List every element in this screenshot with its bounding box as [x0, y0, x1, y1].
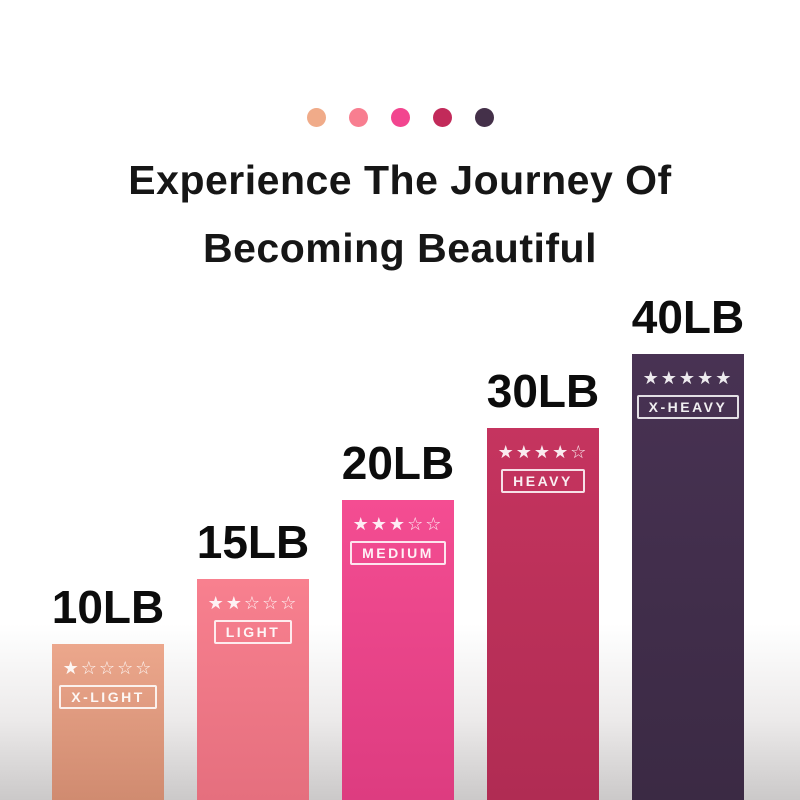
- x-light-dot: [306, 108, 326, 127]
- band-level-badge: HEAVY: [501, 469, 585, 493]
- band-bar: ★★★★★ X-HEAVY: [632, 354, 744, 800]
- band-weight-label: 10LB: [51, 581, 165, 633]
- star-rating: ★★☆☆☆: [207, 593, 299, 614]
- band-bar: ★★★☆☆ MEDIUM: [342, 500, 454, 800]
- medium-dot: [390, 108, 410, 127]
- x-heavy-dot: [474, 108, 494, 127]
- band-column: 20LB ★★★☆☆ MEDIUM: [342, 440, 454, 800]
- bands-bar-chart: 10LB ★☆☆☆☆ X-LIGHT 15LB ★★☆☆☆ LIGHT 20LB…: [0, 294, 744, 800]
- band-level-badge: X-LIGHT: [59, 685, 157, 709]
- star-rating: ★☆☆☆☆: [62, 658, 154, 679]
- star-rating: ★★★★☆: [497, 442, 589, 463]
- band-column: 40LB ★★★★★ X-HEAVY: [632, 294, 744, 800]
- heavy-dot: [432, 108, 452, 127]
- page-title: Experience The Journey Of Becoming Beaut…: [0, 146, 800, 282]
- star-rating: ★★★☆☆: [352, 514, 444, 535]
- band-column: 10LB ★☆☆☆☆ X-LIGHT: [52, 584, 164, 800]
- band-weight-label: 20LB: [341, 437, 455, 489]
- band-column: 30LB ★★★★☆ HEAVY: [487, 368, 599, 800]
- color-palette-dots: [0, 108, 800, 127]
- band-level-badge: X-HEAVY: [636, 395, 740, 419]
- band-column: 15LB ★★☆☆☆ LIGHT: [197, 519, 309, 800]
- band-weight-label: 30LB: [486, 365, 600, 417]
- band-level-badge: MEDIUM: [350, 541, 446, 565]
- band-weight-label: 15LB: [196, 516, 310, 568]
- band-bar: ★★★★☆ HEAVY: [487, 428, 599, 800]
- band-level-badge: LIGHT: [213, 620, 293, 644]
- band-bar: ★★☆☆☆ LIGHT: [197, 579, 309, 800]
- light-dot: [348, 108, 368, 127]
- page-title-line2: Becoming Beautiful: [203, 225, 597, 271]
- star-rating: ★★★★★: [642, 368, 734, 389]
- band-bar: ★☆☆☆☆ X-LIGHT: [52, 644, 164, 800]
- page-title-line1: Experience The Journey Of: [128, 157, 672, 203]
- band-weight-label: 40LB: [631, 291, 745, 343]
